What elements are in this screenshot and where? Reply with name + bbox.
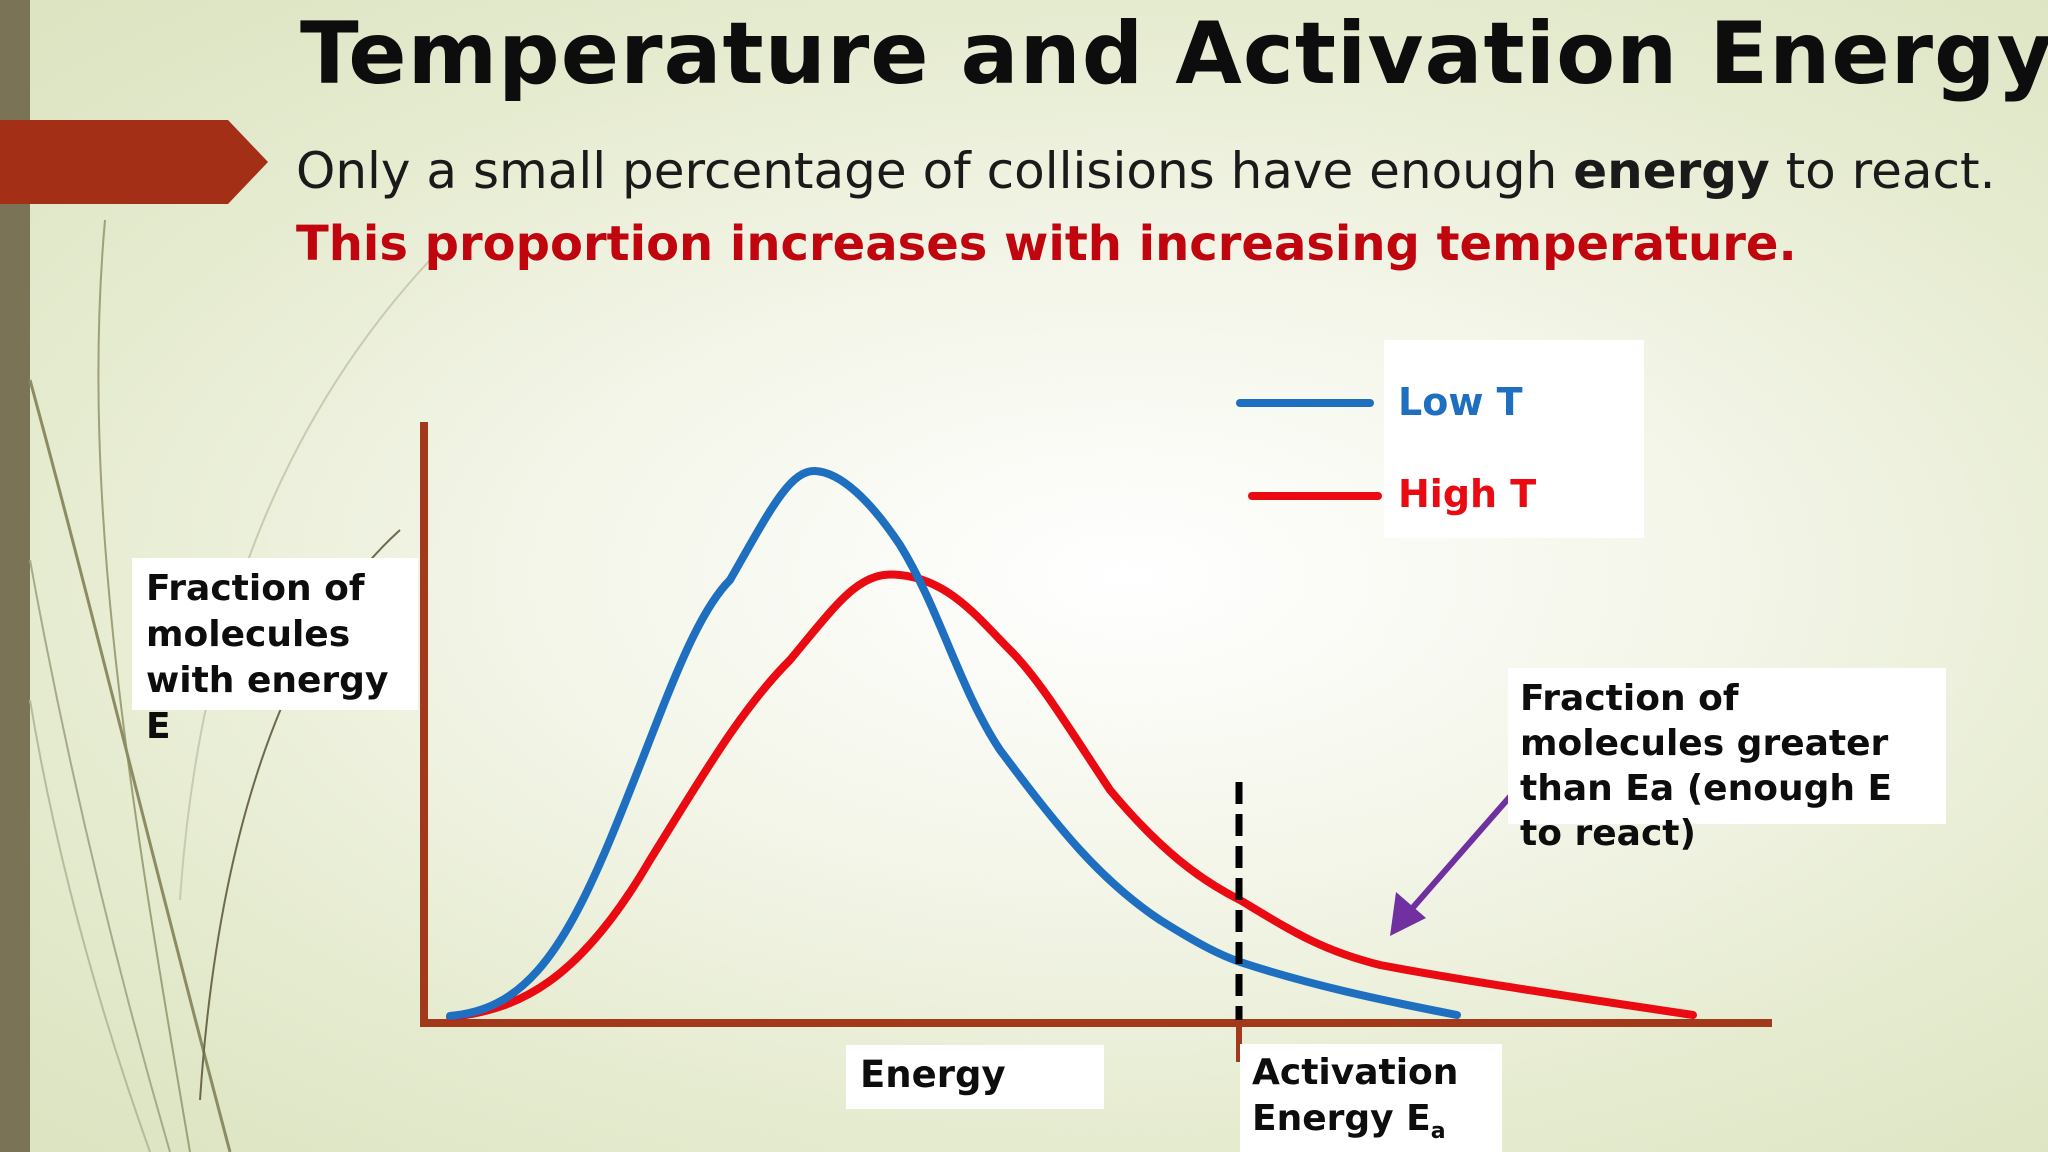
subtitle-bold-word: energy — [1573, 142, 1770, 200]
annotation-arrow-head — [1390, 892, 1426, 936]
legend-label-low-t: Low T — [1398, 380, 1523, 424]
annotation-label: Fraction of molecules greater than Ea (e… — [1508, 668, 1946, 854]
legend: Low T High T — [1384, 340, 1644, 538]
accent-arrow-tab — [0, 120, 268, 204]
activation-energy-subscript: a — [1430, 1119, 1446, 1145]
slide-subtitle: Only a small percentage of collisions ha… — [296, 142, 1996, 200]
annotation-arrow-line — [1399, 790, 1517, 922]
low-t-curve — [446, 467, 1461, 1020]
y-axis-label: Fraction of molecules with energy E — [132, 558, 418, 747]
highlight-text: This proportion increases with increasin… — [296, 216, 1797, 272]
x-axis-label: Energy — [846, 1045, 1104, 1109]
activation-energy-label-text: Activation Energy E — [1252, 1052, 1459, 1139]
legend-label-high-t: High T — [1398, 472, 1537, 516]
slide-title: Temperature and Activation Energy — [300, 4, 2048, 104]
subtitle-text-start: Only a small percentage of collisions ha… — [296, 142, 1574, 200]
subtitle-text-end: to react. — [1769, 142, 1996, 200]
activation-energy-label: Activation Energy Ea — [1240, 1044, 1502, 1152]
high-t-curve — [446, 570, 1697, 1021]
